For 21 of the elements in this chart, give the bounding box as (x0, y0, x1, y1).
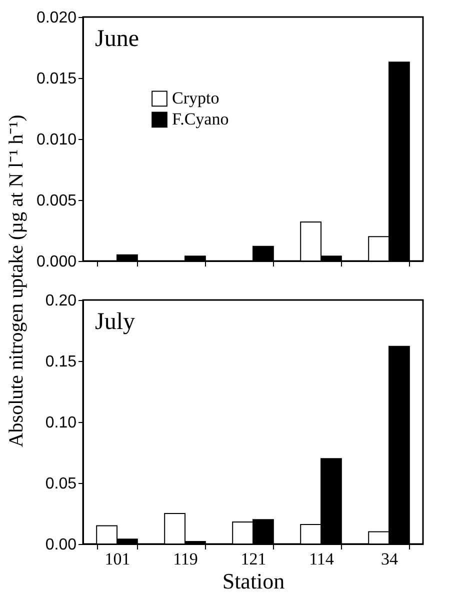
legend-label: F.Cyano (172, 110, 229, 129)
y-tick-label: 0.015 (36, 70, 77, 88)
x-tick-label: 114 (309, 550, 334, 568)
y-tick-label: 0.10 (45, 414, 77, 432)
y-tick-label: 0.05 (45, 476, 77, 492)
x-tick-label: 34 (381, 550, 398, 568)
y-tick-label: 0.010 (36, 132, 77, 148)
x-tick-label: 119 (173, 550, 198, 568)
y-axis-title: Absolute nitrogen uptake (µg at N l⁻¹ h⁻¹) (5, 114, 28, 448)
y-tick-label: 0.00 (45, 536, 77, 554)
y-tick-label: 0.000 (36, 254, 77, 270)
chart-title: July (95, 309, 136, 335)
x-tick-label: 121 (240, 550, 266, 568)
y-tick-label: 0.20 (45, 292, 77, 310)
chart-title: June (95, 26, 139, 52)
y-tick-label: 0.15 (45, 354, 77, 370)
x-axis-title: Station (222, 568, 285, 594)
y-tick-label: 0.020 (36, 10, 77, 26)
legend-label: Crypto (172, 88, 220, 108)
y-tick-label: 0.005 (36, 192, 77, 210)
x-tick-label: 101 (104, 550, 130, 568)
